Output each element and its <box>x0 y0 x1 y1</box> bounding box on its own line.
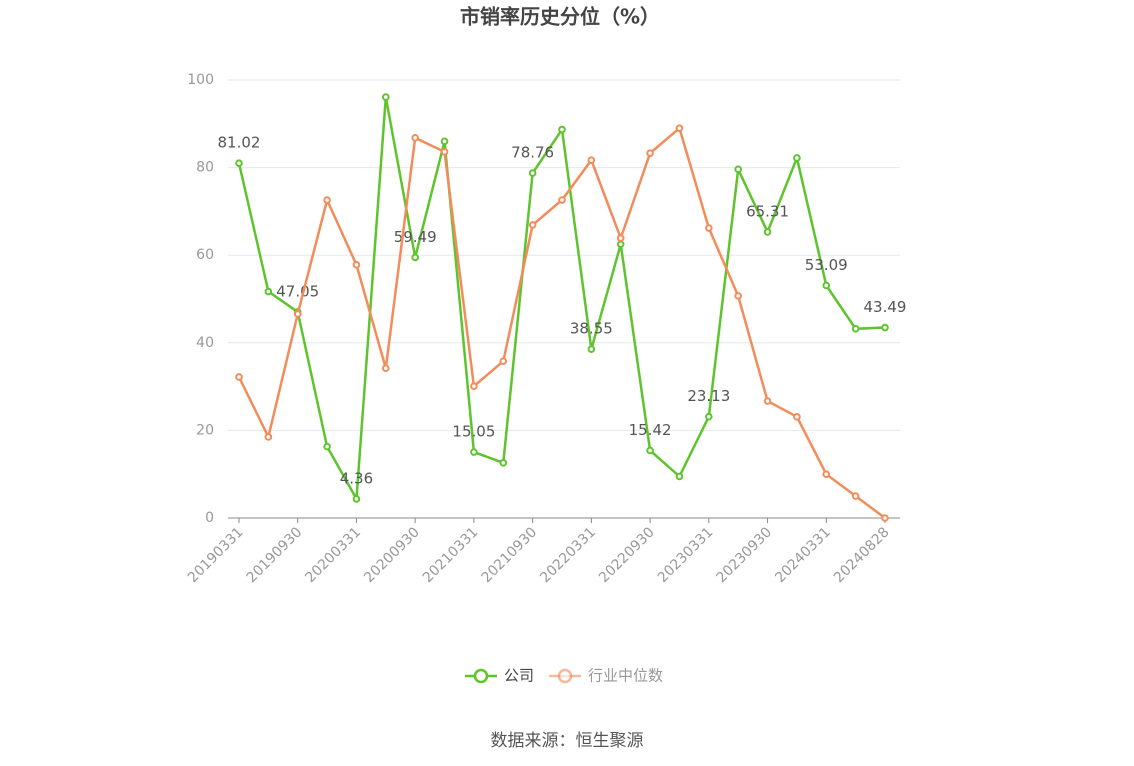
data-point <box>793 413 801 421</box>
x-tick-label: 20240828 <box>831 524 893 586</box>
data-point <box>528 221 537 229</box>
data-point <box>851 324 860 333</box>
data-point <box>763 228 772 236</box>
data-label: 47.05 <box>276 282 319 300</box>
data-point <box>705 412 713 421</box>
x-tick-label: 20230331 <box>655 524 717 586</box>
data-point <box>411 253 419 262</box>
data-point <box>411 134 419 142</box>
data-point <box>646 149 654 157</box>
data-point <box>499 357 508 365</box>
data-point <box>499 459 508 467</box>
legend-marker <box>557 668 573 684</box>
y-tick-label: 80 <box>196 160 214 176</box>
data-point <box>264 433 273 441</box>
data-point <box>235 373 243 381</box>
x-tick-label: 20200331 <box>302 524 364 586</box>
data-point <box>851 492 860 500</box>
data-point <box>646 446 654 455</box>
data-point <box>822 281 831 290</box>
legend-item: 行业中位数 <box>549 667 663 685</box>
data-label: 78.76 <box>511 144 554 162</box>
data-point <box>587 345 596 353</box>
data-point <box>734 165 742 174</box>
data-point <box>323 442 331 451</box>
data-label: 15.05 <box>452 423 495 441</box>
data-point <box>528 169 537 177</box>
data-point <box>440 148 449 156</box>
data-point <box>881 323 889 332</box>
data-point <box>881 514 889 522</box>
x-tick-label: 20190930 <box>244 524 306 586</box>
data-point <box>235 159 243 167</box>
x-tick-label: 20220331 <box>537 524 599 586</box>
data-label: 59.49 <box>394 228 437 246</box>
chart-title: 市销率历史分位（%） <box>460 5 660 29</box>
y-tick-label: 40 <box>196 335 214 351</box>
data-point <box>382 364 390 373</box>
data-point <box>587 156 596 164</box>
data-label: 4.36 <box>340 469 373 487</box>
data-point <box>734 292 742 300</box>
y-tick-label: 100 <box>187 72 214 88</box>
data-label: 15.42 <box>629 421 672 439</box>
x-tick-label: 20240331 <box>772 524 834 586</box>
data-point <box>675 124 684 132</box>
legend-item: 公司 <box>465 667 534 685</box>
y-tick-label: 0 <box>205 510 214 526</box>
data-point <box>675 472 684 481</box>
y-tick-label: 60 <box>196 247 214 263</box>
legend-label: 行业中位数 <box>588 667 663 685</box>
data-point <box>616 240 625 249</box>
data-point <box>264 287 273 296</box>
x-tick-label: 20190331 <box>185 524 247 586</box>
data-label: 43.49 <box>864 298 907 316</box>
data-point <box>323 196 331 204</box>
data-label: 53.09 <box>805 256 848 274</box>
data-label: 38.55 <box>570 320 613 338</box>
legend-marker <box>473 668 489 684</box>
source-note: 数据来源：恒生聚源 <box>491 731 644 751</box>
y-tick-label: 20 <box>196 422 214 438</box>
x-tick-label: 20220930 <box>596 524 658 586</box>
data-label: 81.02 <box>218 134 261 152</box>
x-tick-label: 20210930 <box>479 524 541 586</box>
data-point <box>382 93 390 101</box>
data-point <box>440 137 449 146</box>
x-tick-label: 20210331 <box>420 524 482 586</box>
data-point <box>705 224 713 232</box>
data-point <box>822 470 831 479</box>
data-label: 23.13 <box>687 387 730 405</box>
data-point <box>293 310 302 318</box>
x-tick-label: 20200930 <box>361 524 423 586</box>
data-point <box>558 196 566 204</box>
data-point <box>793 154 801 162</box>
series-line <box>237 125 886 520</box>
data-point <box>470 382 478 390</box>
data-point <box>470 448 478 456</box>
data-point <box>616 234 625 242</box>
data-point <box>558 125 566 134</box>
x-tick-label: 20230930 <box>713 524 775 586</box>
data-point <box>352 261 361 269</box>
data-point <box>352 495 361 503</box>
legend-label: 公司 <box>504 667 534 685</box>
data-label: 65.31 <box>746 202 789 220</box>
series-line <box>237 96 886 504</box>
data-point <box>763 397 772 405</box>
